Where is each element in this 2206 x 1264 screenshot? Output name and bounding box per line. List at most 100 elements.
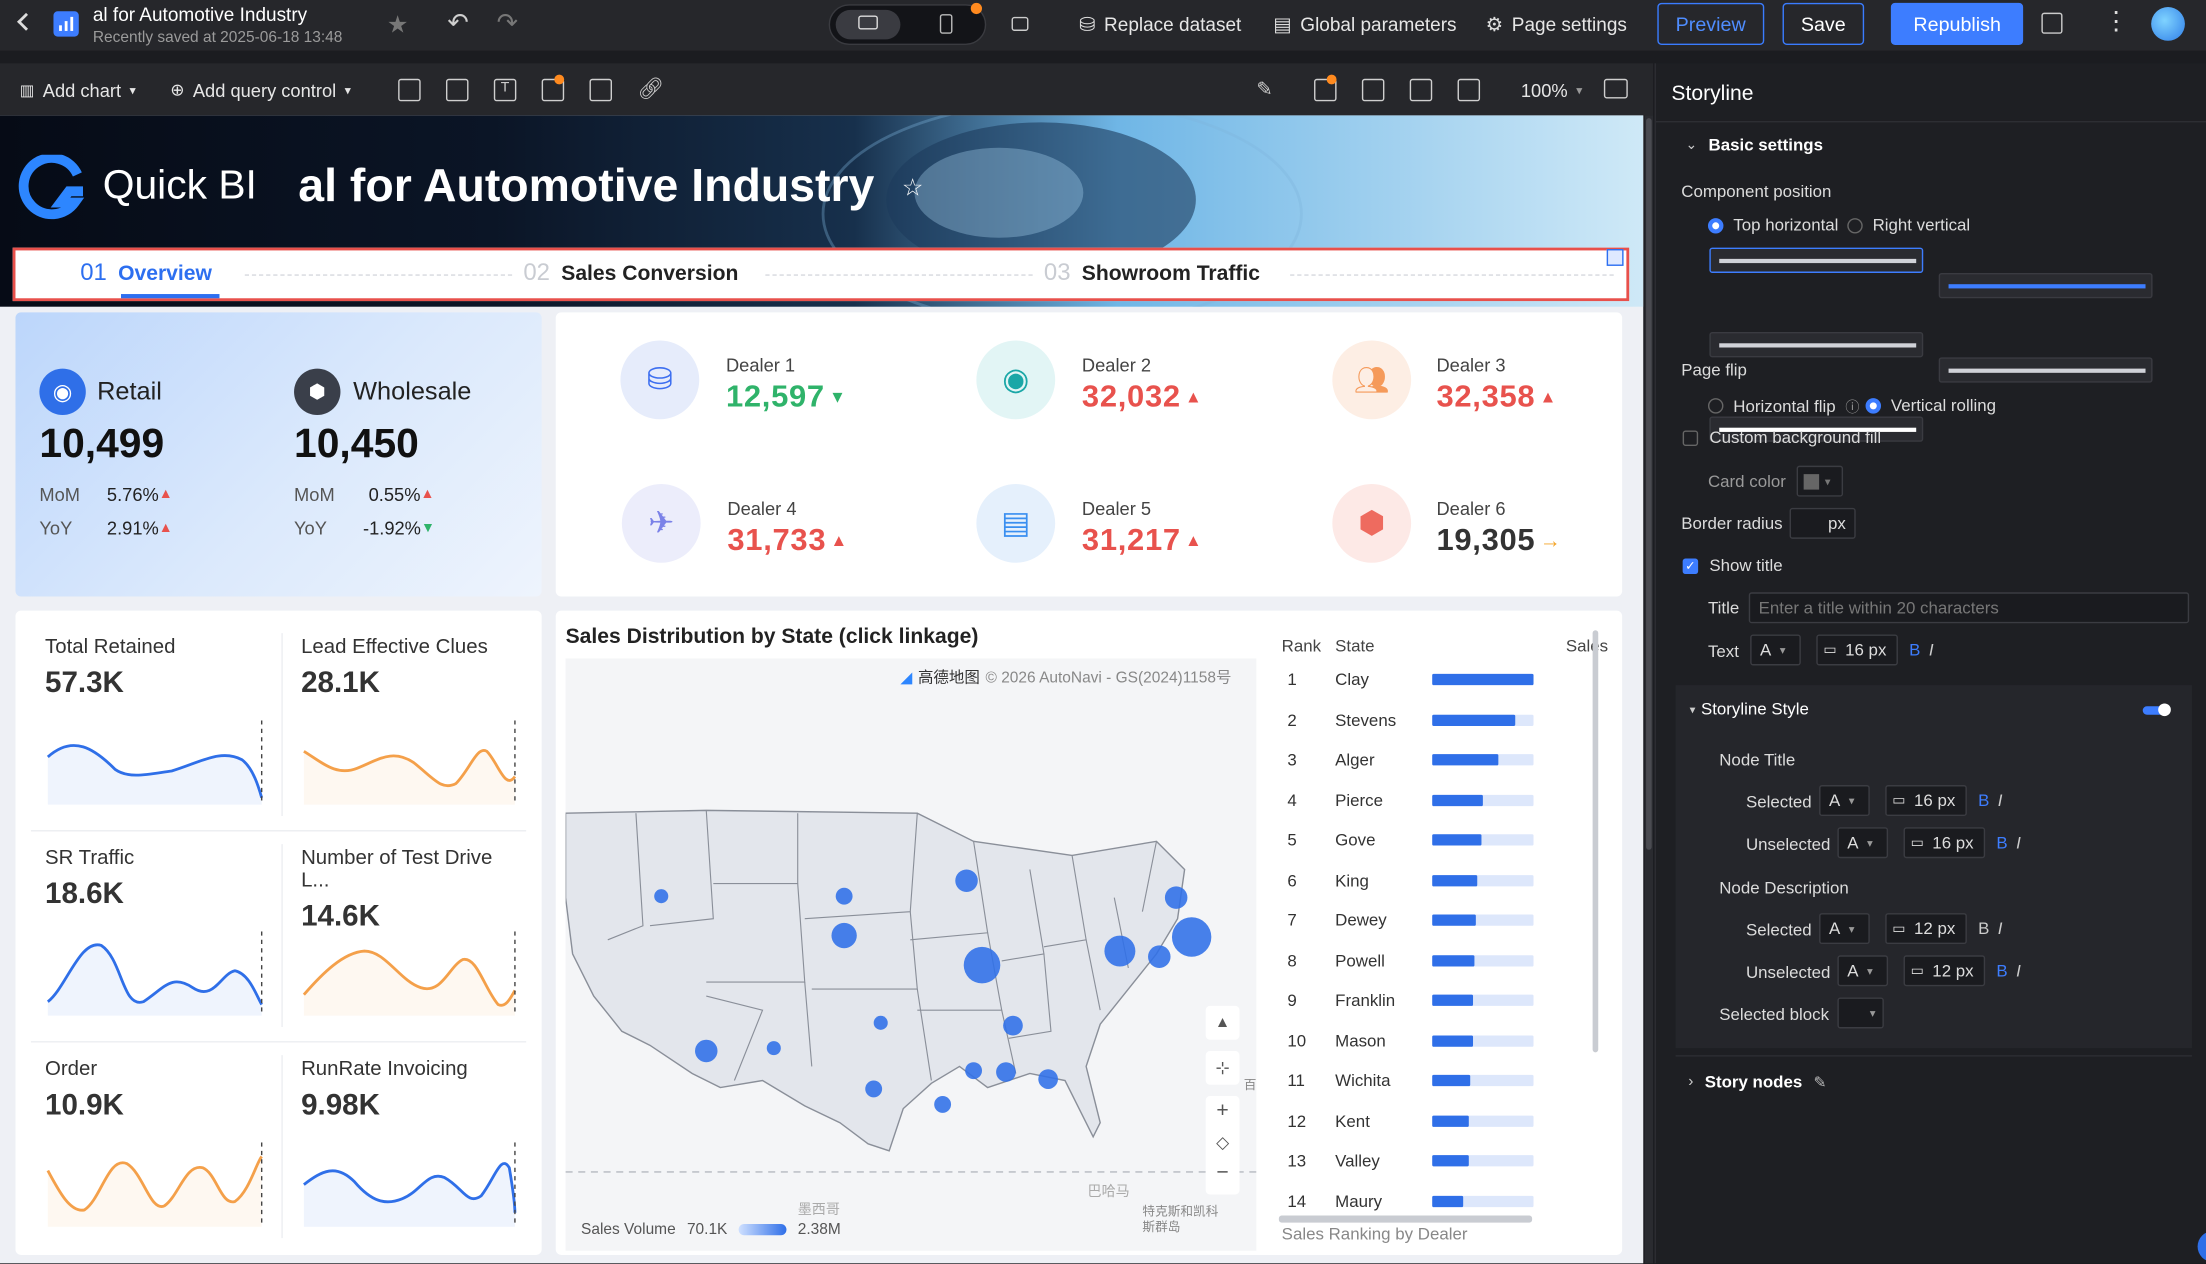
table-row[interactable]: 9 Franklin <box>1273 981 1583 1021</box>
node-desc-selected-size[interactable]: ▭ 12 px <box>1885 913 1967 945</box>
table-row[interactable]: 10 Mason <box>1273 1021 1583 1061</box>
map-area[interactable]: ◢ 高德地图 © 2026 AutoNavi - GS(2024)1158号 墨… <box>565 658 1256 1251</box>
zoom-select[interactable]: 100% ▾ <box>1521 75 1583 106</box>
table-row[interactable]: 5 Gove <box>1273 820 1583 860</box>
preview-button[interactable]: Preview <box>1657 2 1764 46</box>
zoom-in-icon[interactable]: + <box>1216 1098 1229 1123</box>
tab-showroom-traffic[interactable]: 03 Showroom Traffic <box>1044 259 1260 287</box>
text-size-select[interactable]: ▭ 16 px <box>1816 634 1898 666</box>
style-thumbnail-1[interactable] <box>1709 247 1924 273</box>
bold-button[interactable]: B <box>1996 832 2008 853</box>
layout-icon[interactable] <box>398 78 421 102</box>
metric-tile[interactable]: Order 10.9K <box>45 1058 270 1241</box>
metric-tile[interactable]: Total Retained 57.3K <box>45 636 270 819</box>
dealer-item[interactable]: ⬢ Dealer 6 19,305 → <box>1332 483 1613 568</box>
org-chart-icon[interactable] <box>1361 78 1385 102</box>
bold-button[interactable]: B <box>1909 640 1921 660</box>
selected-block-color[interactable]: ▾ <box>1837 997 1884 1029</box>
open-external-icon[interactable] <box>2041 12 2063 34</box>
italic-button[interactable]: I <box>2016 832 2021 853</box>
table-row[interactable]: 12 Kent <box>1273 1101 1583 1141</box>
page-settings-button[interactable]: ⚙ Page settings <box>1486 8 1627 39</box>
image-icon[interactable] <box>589 78 613 102</box>
rich-text-icon[interactable] <box>541 78 565 102</box>
redo-icon[interactable]: ↷ <box>496 8 518 37</box>
add-chart-button[interactable]: ▥ Add chart ▾ <box>20 75 136 106</box>
bold-button[interactable]: B <box>1996 960 2008 981</box>
map-bubble[interactable] <box>963 946 1001 984</box>
map-bubble[interactable] <box>835 887 853 905</box>
star-icon[interactable]: ★ <box>386 11 409 38</box>
add-query-control-button[interactable]: ⊕ Add query control ▾ <box>170 75 351 106</box>
storyline-style-toggle[interactable]: ▾ Storyline Style <box>1690 699 1809 719</box>
checklist-icon[interactable] <box>1457 78 1481 102</box>
table-row[interactable]: 13 Valley <box>1273 1141 1583 1181</box>
table-row[interactable]: 6 King <box>1273 860 1583 900</box>
italic-button[interactable]: I <box>1928 640 1934 660</box>
keyboard-icon[interactable] <box>1603 78 1628 99</box>
card-color-picker[interactable]: ▾ <box>1796 465 1844 497</box>
map-bubble[interactable] <box>766 1041 781 1056</box>
user-avatar[interactable] <box>2151 7 2185 41</box>
map-bubble[interactable] <box>965 1062 983 1080</box>
italic-button[interactable]: I <box>1997 790 2003 811</box>
node-desc-unselected-size[interactable]: ▭ 12 px <box>1903 955 1986 987</box>
back-icon[interactable] <box>17 12 35 31</box>
table-row[interactable]: 4 Pierce <box>1273 780 1583 820</box>
metric-tile[interactable]: Number of Test Drive L... 14.6K <box>301 847 526 1030</box>
title-input[interactable]: Enter a title within 20 characters <box>1748 592 2190 624</box>
map-bubble[interactable] <box>1038 1069 1058 1089</box>
table-row[interactable]: 3 Alger <box>1273 740 1583 780</box>
position-icon[interactable]: ◇ <box>1216 1132 1230 1153</box>
tab-component-icon[interactable] <box>445 78 469 102</box>
tab-sales-conversion[interactable]: 02 Sales Conversion <box>523 259 738 287</box>
map-bubble[interactable] <box>955 869 978 892</box>
map-bubble[interactable] <box>865 1080 883 1098</box>
canvas-scroll-thumb[interactable] <box>1646 118 1652 850</box>
dealer-item[interactable]: ✈ Dealer 4 31,733 ▲ <box>621 483 946 568</box>
metric-tile[interactable]: RunRate Invoicing 9.98K <box>301 1058 526 1241</box>
mobile-view-icon[interactable] <box>939 14 953 34</box>
map-bubble[interactable] <box>1164 886 1188 909</box>
story-nodes-toggle[interactable]: › Story nodes ✎ <box>1688 1072 1826 1092</box>
style-thumbnail-5[interactable] <box>1709 416 1924 442</box>
dealer-item[interactable]: ▤ Dealer 5 31,217 ▲ <box>976 483 1300 568</box>
map-bubble[interactable] <box>695 1039 718 1063</box>
map-bubble[interactable] <box>873 1015 888 1030</box>
show-title-checkbox[interactable]: ✓ Show title <box>1682 556 1783 575</box>
tab-overview[interactable]: 01 Overview <box>80 259 212 287</box>
global-parameters-button[interactable]: ▤ Global parameters <box>1273 8 1456 39</box>
help-bubble-icon[interactable] <box>2197 1231 2206 1262</box>
node-title-selected-size[interactable]: ▭ 16 px <box>1885 785 1967 817</box>
table-row[interactable]: 7 Dewey <box>1273 900 1583 940</box>
dealer-item[interactable]: ⛁ Dealer 1 12,597 ▼ <box>620 340 944 424</box>
bold-button[interactable]: B <box>1978 790 1990 811</box>
map-bubble[interactable] <box>1171 917 1212 957</box>
link-icon[interactable]: 🔗︎ <box>637 77 665 102</box>
component-handle-icon[interactable] <box>1606 249 1624 266</box>
node-desc-unselected-font[interactable]: A ▾ <box>1837 955 1889 987</box>
map-bubble[interactable] <box>1104 935 1136 967</box>
custom-background-checkbox[interactable]: Custom background fill <box>1682 428 1881 447</box>
border-radius-input[interactable]: px <box>1789 507 1856 539</box>
search-doc-icon[interactable] <box>1409 78 1433 102</box>
zoom-out-icon[interactable]: − <box>1216 1160 1229 1185</box>
replace-dataset-button[interactable]: ⛁ Replace dataset <box>1079 8 1241 39</box>
report-title[interactable]: al for Automotive Industry <box>92 4 308 26</box>
republish-button[interactable]: Republish <box>1890 2 2024 46</box>
lock-icon[interactable] <box>1011 16 1029 31</box>
favorite-star-icon[interactable]: ☆ <box>901 174 924 202</box>
horizontal-flip-radio[interactable]: Horizontal flip ⓘ <box>1707 395 1860 416</box>
compass-icon[interactable]: ▲ <box>1205 1005 1240 1040</box>
node-title-selected-font[interactable]: A ▾ <box>1819 785 1870 817</box>
text-font-select[interactable]: A ▾ <box>1750 634 1801 666</box>
table-row[interactable]: 8 Powell <box>1273 941 1583 981</box>
legend-gradient[interactable] <box>738 1224 787 1236</box>
table-row[interactable]: 11 Wichita <box>1273 1061 1583 1101</box>
map-bubble[interactable] <box>1003 1015 1023 1036</box>
style-thumbnail-2[interactable] <box>1938 272 2153 299</box>
table-row[interactable]: 14 Maury <box>1273 1181 1583 1221</box>
node-title-unselected-font[interactable]: A ▾ <box>1837 827 1889 859</box>
basic-settings-toggle[interactable]: ⌄ Basic settings <box>1685 135 1823 155</box>
italic-button[interactable]: I <box>2016 960 2021 981</box>
